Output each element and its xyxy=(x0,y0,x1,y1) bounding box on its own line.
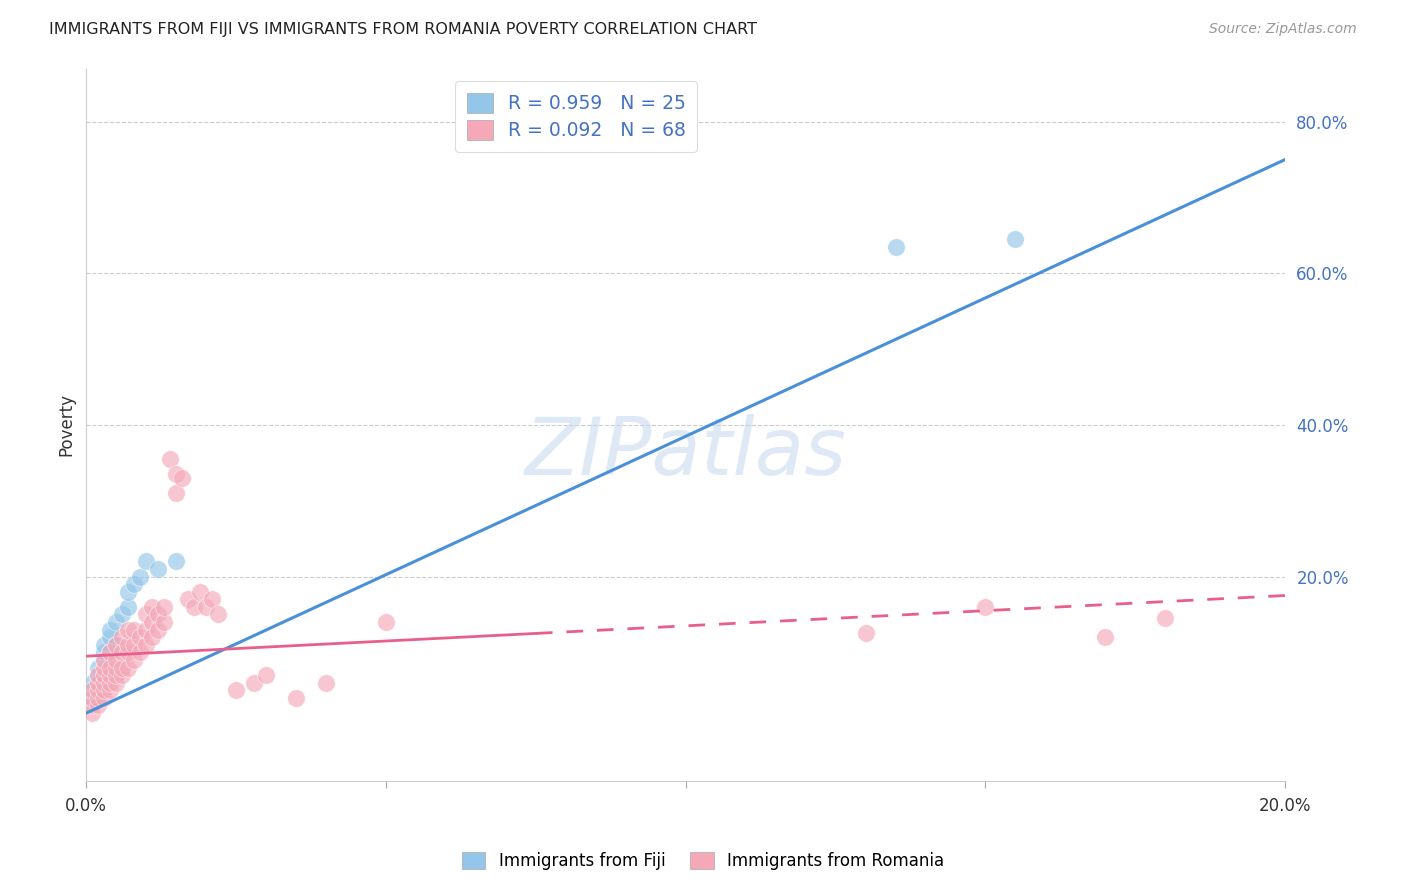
Point xyxy=(87,698,110,713)
Point xyxy=(98,675,121,690)
Text: IMMIGRANTS FROM FIJI VS IMMIGRANTS FROM ROMANIA POVERTY CORRELATION CHART: IMMIGRANTS FROM FIJI VS IMMIGRANTS FROM … xyxy=(49,22,758,37)
Point xyxy=(122,638,145,652)
Point xyxy=(105,638,128,652)
Point xyxy=(93,690,115,705)
Point xyxy=(122,653,145,667)
Point xyxy=(105,653,128,667)
Legend: R = 0.959   N = 25, R = 0.092   N = 68: R = 0.959 N = 25, R = 0.092 N = 68 xyxy=(456,81,697,152)
Point xyxy=(135,554,157,568)
Point xyxy=(111,607,134,622)
Point xyxy=(82,706,104,720)
Point xyxy=(122,623,145,637)
Point xyxy=(148,607,170,622)
Point xyxy=(129,645,152,659)
Point xyxy=(117,660,139,674)
Point xyxy=(93,653,115,667)
Point xyxy=(82,698,104,713)
Point xyxy=(141,630,163,644)
Point xyxy=(141,599,163,614)
Point xyxy=(117,599,139,614)
Point xyxy=(87,690,110,705)
Point xyxy=(1154,611,1177,625)
Point xyxy=(129,630,152,644)
Point xyxy=(165,554,187,568)
Point xyxy=(93,660,115,674)
Point xyxy=(153,615,176,629)
Point xyxy=(207,607,229,622)
Point xyxy=(98,623,121,637)
Point xyxy=(375,615,398,629)
Point xyxy=(93,645,115,659)
Point xyxy=(148,562,170,576)
Point xyxy=(117,645,139,659)
Point xyxy=(93,668,115,682)
Point xyxy=(122,577,145,591)
Point xyxy=(285,690,308,705)
Point xyxy=(315,675,337,690)
Point xyxy=(188,584,211,599)
Point xyxy=(82,675,104,690)
Point xyxy=(135,638,157,652)
Point xyxy=(183,599,205,614)
Point xyxy=(172,471,194,485)
Point xyxy=(141,615,163,629)
Text: ZIPatlas: ZIPatlas xyxy=(524,415,846,492)
Point xyxy=(82,690,104,705)
Point xyxy=(225,683,247,698)
Y-axis label: Poverty: Poverty xyxy=(58,393,75,457)
Point xyxy=(165,486,187,500)
Point xyxy=(82,683,104,698)
Point xyxy=(98,630,121,644)
Point xyxy=(974,599,997,614)
Point xyxy=(98,660,121,674)
Point xyxy=(93,683,115,698)
Point xyxy=(87,660,110,674)
Point xyxy=(148,623,170,637)
Point xyxy=(87,683,110,698)
Point xyxy=(117,638,139,652)
Point xyxy=(87,668,110,682)
Point xyxy=(195,599,218,614)
Point xyxy=(98,645,121,659)
Point xyxy=(111,660,134,674)
Point xyxy=(117,623,139,637)
Point xyxy=(135,623,157,637)
Point xyxy=(105,675,128,690)
Point xyxy=(93,675,115,690)
Point xyxy=(87,683,110,698)
Point xyxy=(201,592,224,607)
Point xyxy=(111,630,134,644)
Point xyxy=(93,638,115,652)
Point xyxy=(135,607,157,622)
Point xyxy=(93,653,115,667)
Point xyxy=(165,467,187,482)
Point xyxy=(105,660,128,674)
Point xyxy=(93,668,115,682)
Point xyxy=(82,683,104,698)
Point xyxy=(111,668,134,682)
Point xyxy=(98,668,121,682)
Point xyxy=(82,690,104,705)
Point xyxy=(129,569,152,583)
Point xyxy=(884,240,907,254)
Point xyxy=(855,626,877,640)
Point xyxy=(177,592,200,607)
Point xyxy=(254,668,277,682)
Point xyxy=(243,675,266,690)
Point xyxy=(105,638,128,652)
Point xyxy=(87,675,110,690)
Point xyxy=(105,668,128,682)
Point xyxy=(1094,630,1116,644)
Point xyxy=(105,615,128,629)
Point xyxy=(111,645,134,659)
Point xyxy=(117,584,139,599)
Point xyxy=(153,599,176,614)
Point xyxy=(98,645,121,659)
Text: Source: ZipAtlas.com: Source: ZipAtlas.com xyxy=(1209,22,1357,37)
Point xyxy=(1004,232,1026,246)
Legend: Immigrants from Fiji, Immigrants from Romania: Immigrants from Fiji, Immigrants from Ro… xyxy=(456,845,950,877)
Point xyxy=(159,452,181,467)
Point xyxy=(98,683,121,698)
Point xyxy=(87,668,110,682)
